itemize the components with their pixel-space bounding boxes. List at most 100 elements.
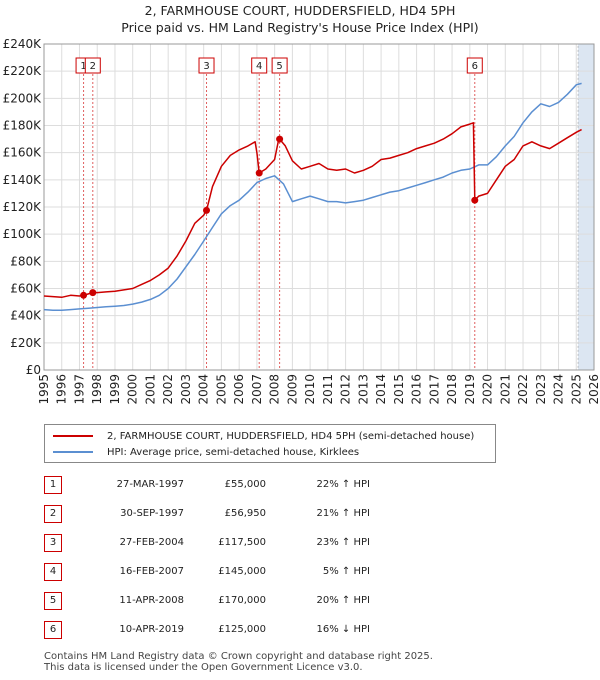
title-line-1: 2, FARMHOUSE COURT, HUDDERSFIELD, HD4 5P… <box>144 3 456 18</box>
sale-point <box>80 291 88 299</box>
x-tick-label: 1999 <box>108 374 122 405</box>
sale-price: £145,000 <box>218 566 266 577</box>
x-tick-label: 2012 <box>339 374 353 405</box>
x-tick-label: 2010 <box>303 374 317 405</box>
plot-frame <box>43 43 595 371</box>
sale-price: £170,000 <box>218 595 266 606</box>
x-tick-label: 2015 <box>392 374 406 405</box>
x-tick-label: 2026 <box>587 374 600 405</box>
sale-date: 27-MAR-1997 <box>116 479 184 490</box>
x-tick-label: 2007 <box>250 374 264 405</box>
x-tick-label: 2024 <box>552 374 566 405</box>
x-tick-label: 2025 <box>569 374 583 405</box>
x-tick-label: 2011 <box>321 374 335 405</box>
x-tick-label: 2022 <box>516 374 530 405</box>
sale-price: £56,950 <box>224 508 266 519</box>
sale-hpi-diff: 22% ↑ HPI <box>316 479 370 490</box>
sale-marker-label: 3 <box>203 61 209 72</box>
y-tick-label: £220K <box>3 64 43 78</box>
y-tick-label: £0 <box>26 363 41 377</box>
x-tick-label: 2003 <box>179 374 193 405</box>
y-tick-label: £140K <box>3 173 43 187</box>
x-tick-label: 1996 <box>55 374 69 405</box>
x-tick-label: 2013 <box>356 374 370 405</box>
legend-item-hpi: HPI: Average price, semi-detached house,… <box>53 445 359 459</box>
footer-line-2: This data is licensed under the Open Gov… <box>44 662 363 673</box>
sale-number: 2 <box>44 505 62 523</box>
sale-marker-box <box>198 57 215 74</box>
y-tick-label: £200K <box>3 91 43 105</box>
x-tick-label: 2009 <box>285 374 299 405</box>
x-tick-label: 2019 <box>463 374 477 405</box>
sale-point <box>471 196 479 204</box>
sale-point <box>89 289 97 297</box>
x-tick-label: 2002 <box>161 374 175 405</box>
legend: 2, FARMHOUSE COURT, HUDDERSFIELD, HD4 5P… <box>44 424 496 463</box>
sale-marker-label: 2 <box>90 61 96 72</box>
chart: £0 £20K £40K £60K £80K £100K £120K £140K £160K £1… <box>3 37 600 405</box>
chart-title: 2, FARMHOUSE COURT, HUDDERSFIELD, HD4 5P… <box>0 2 600 36</box>
sale-number: 6 <box>44 621 62 639</box>
x-tick-label: 1995 <box>37 374 51 405</box>
sale-marker-label: 6 <box>472 61 478 72</box>
legend-swatch-hpi <box>53 451 93 453</box>
x-tick-label: 2005 <box>214 374 228 405</box>
x-tick-label: 1998 <box>90 374 104 405</box>
x-tick-label: 2023 <box>534 374 548 405</box>
sale-point <box>203 206 211 214</box>
sale-date: 11-APR-2008 <box>119 595 184 606</box>
y-tick-label: £40K <box>10 309 42 323</box>
series-line-property <box>43 122 582 299</box>
sale-point <box>276 135 284 143</box>
y-tick-label: £160K <box>3 146 43 160</box>
x-tick-label: 2017 <box>427 374 441 405</box>
sale-hpi-diff: 23% ↑ HPI <box>316 537 370 548</box>
sale-price: £117,500 <box>218 537 266 548</box>
sale-hpi-diff: 5% ↑ HPI <box>322 566 370 577</box>
legend-swatch-property <box>53 435 93 437</box>
sale-row: 3 27-FEB-2004 £117,500 23% ↑ HPI <box>44 533 444 553</box>
sale-number: 5 <box>44 592 62 610</box>
sale-marker-box <box>251 57 268 74</box>
sale-price: £55,000 <box>224 479 266 490</box>
sale-marker-label: 1 <box>80 61 86 72</box>
y-tick-label: £80K <box>10 254 42 268</box>
y-tick-label: £180K <box>3 119 43 133</box>
sale-hpi-diff: 21% ↑ HPI <box>316 508 370 519</box>
sale-point <box>255 169 263 177</box>
x-tick-label: 2000 <box>126 374 140 405</box>
sale-marker-label: 5 <box>276 61 282 72</box>
footer-line-1: Contains HM Land Registry data © Crown c… <box>44 651 433 662</box>
x-tick-label: 2014 <box>374 374 388 405</box>
sale-number: 3 <box>44 534 62 552</box>
x-tick-label: 2008 <box>268 374 282 405</box>
sale-row: 4 16-FEB-2007 £145,000 5% ↑ HPI <box>44 562 444 582</box>
sale-row: 1 27-MAR-1997 £55,000 22% ↑ HPI <box>44 475 444 495</box>
sale-number: 1 <box>44 476 62 494</box>
subtitle: Price paid vs. HM Land Registry's House … <box>121 20 479 35</box>
sale-marker-box <box>271 57 288 74</box>
sale-marker-box <box>84 57 101 74</box>
legend-label-property: 2, FARMHOUSE COURT, HUDDERSFIELD, HD4 5P… <box>107 430 475 442</box>
x-tick-label: 2020 <box>481 374 495 405</box>
sale-date: 10-APR-2019 <box>119 624 184 635</box>
legend-item-property: 2, FARMHOUSE COURT, HUDDERSFIELD, HD4 5P… <box>53 429 474 443</box>
x-tick-label: 2006 <box>232 374 246 405</box>
sale-row: 2 30-SEP-1997 £56,950 21% ↑ HPI <box>44 504 444 524</box>
sale-row: 5 11-APR-2008 £170,000 20% ↑ HPI <box>44 591 444 611</box>
x-tick-label: 2018 <box>445 374 459 405</box>
y-tick-label: £60K <box>10 282 42 296</box>
y-tick-label: £20K <box>10 336 42 350</box>
sale-date: 30-SEP-1997 <box>120 508 184 519</box>
footer-attribution: Contains HM Land Registry data © Crown c… <box>44 651 564 673</box>
sale-hpi-diff: 16% ↓ HPI <box>316 624 370 635</box>
x-tick-label: 1997 <box>72 374 86 405</box>
sale-row: 6 10-APR-2019 £125,000 16% ↓ HPI <box>44 620 444 640</box>
sale-hpi-diff: 20% ↑ HPI <box>316 595 370 606</box>
sale-date: 16-FEB-2007 <box>119 566 184 577</box>
sale-marker-label: 4 <box>256 61 262 72</box>
y-tick-label: £240K <box>3 37 43 51</box>
sale-number: 4 <box>44 563 62 581</box>
x-tick-label: 2021 <box>498 374 512 405</box>
y-tick-label: £120K <box>3 200 43 214</box>
